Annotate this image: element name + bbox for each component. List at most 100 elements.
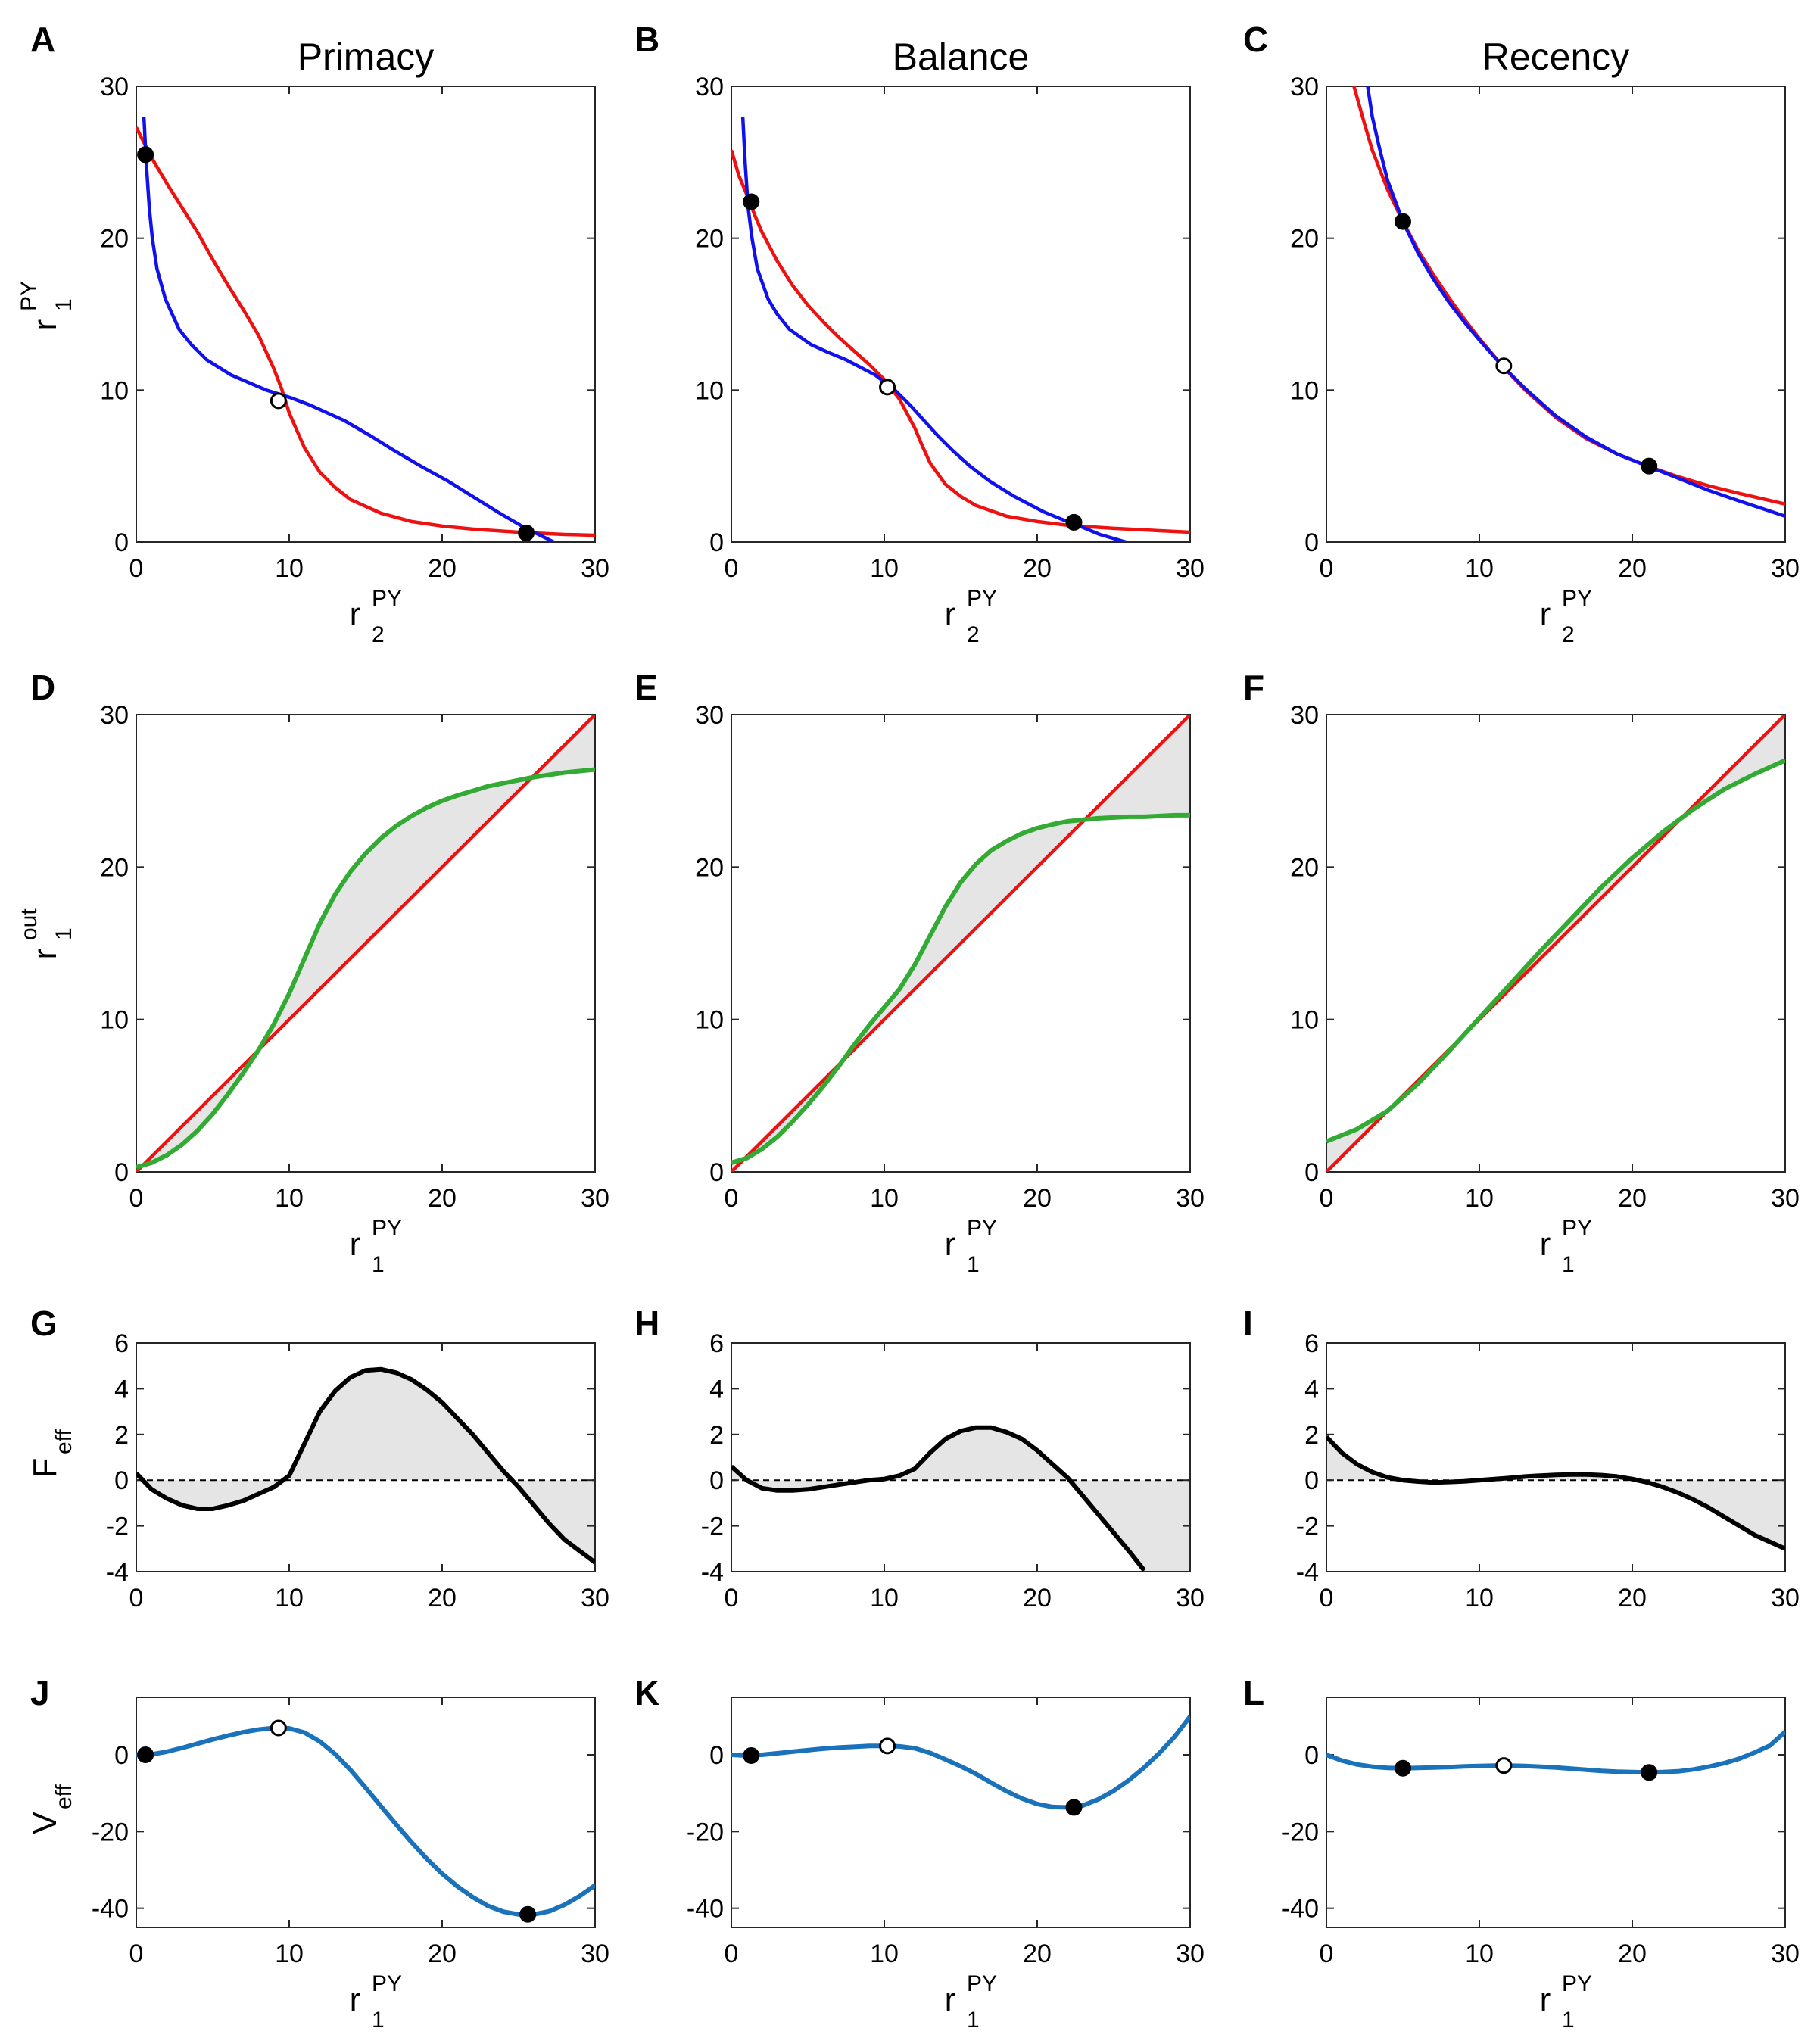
x-tick-label: 30 xyxy=(1176,554,1205,583)
series-blue-line xyxy=(1366,86,1785,519)
x-tick-label: 0 xyxy=(1320,554,1334,583)
series-black-line xyxy=(731,1425,1146,1572)
y-tick-label: 10 xyxy=(695,1006,724,1035)
x-axis-label: r xyxy=(350,596,361,633)
axes-box xyxy=(1326,714,1786,1173)
y-tick-label: 10 xyxy=(695,376,724,405)
y-axis-label-sub: eff xyxy=(51,1784,76,1809)
x-axis-label: r xyxy=(945,596,956,633)
axes-box xyxy=(731,1697,1191,1928)
x-axis-label-sub: 1 xyxy=(1562,1252,1575,1277)
y-tick-label: 4 xyxy=(114,1375,129,1404)
x-axis-label-sup: PY xyxy=(1562,1971,1592,1996)
x-tick-label: 20 xyxy=(428,1184,457,1213)
x-tick-label: 0 xyxy=(725,1584,739,1612)
x-axis-label-sup: PY xyxy=(372,1216,402,1241)
fixed-point-marker xyxy=(743,1747,760,1765)
y-tick-label: 0 xyxy=(709,1466,724,1495)
x-tick-label: 0 xyxy=(1320,1184,1334,1213)
fixed-point-marker xyxy=(137,146,154,164)
x-axis-label-sup: PY xyxy=(967,1971,997,1996)
x-tick-label: 30 xyxy=(581,554,609,583)
x-tick-label: 10 xyxy=(870,1584,899,1612)
x-tick-label: 0 xyxy=(1320,1584,1334,1612)
y-axis-label: r xyxy=(26,319,64,331)
x-axis-label: r xyxy=(1540,1981,1551,2018)
fixed-point-marker xyxy=(1641,1764,1658,1781)
y-tick-label: 0 xyxy=(114,528,129,557)
axes-box xyxy=(136,1697,596,1928)
fixed-point-marker xyxy=(137,1746,154,1763)
panel-letter: C xyxy=(1243,20,1268,59)
y-axis-label-sup: out xyxy=(17,908,42,940)
panel-h: H 0 10 20 30 -4 -2 0 2 4 6 xyxy=(634,1304,1205,1612)
y-tick-label: 0 xyxy=(1304,1466,1319,1495)
y-tick-label: 20 xyxy=(100,853,129,882)
panel-letter: B xyxy=(634,20,659,59)
fixed-point-marker xyxy=(519,1905,537,1923)
series-black-line xyxy=(1326,1435,1785,1551)
y-tick-label: -20 xyxy=(687,1818,724,1846)
panel-i: I 0 10 20 30 -4 -2 0 2 4 6 xyxy=(1243,1304,1800,1612)
x-tick-label: 30 xyxy=(1771,1940,1800,1968)
x-axis-label-sub: 2 xyxy=(372,622,385,647)
y-tick-label: 0 xyxy=(709,1158,724,1187)
x-tick-label: 0 xyxy=(725,554,739,583)
x-tick-label: 30 xyxy=(581,1940,609,1968)
x-tick-label: 30 xyxy=(1176,1940,1205,1968)
x-tick-label: 0 xyxy=(1320,1940,1334,1968)
panel-letter: H xyxy=(634,1304,659,1343)
series-red-line xyxy=(136,126,595,537)
y-tick-label: 0 xyxy=(114,1741,129,1770)
x-tick-label: 10 xyxy=(275,554,304,583)
series-green-line xyxy=(731,812,1190,1165)
y-axis-label-sub: 1 xyxy=(51,927,76,940)
y-tick-label: 4 xyxy=(1304,1375,1319,1404)
x-tick-label: 10 xyxy=(275,1940,304,1968)
series-green-line xyxy=(136,767,595,1170)
x-axis-label-sub: 1 xyxy=(372,1252,385,1277)
y-tick-label: 30 xyxy=(1290,701,1319,730)
x-tick-label: 10 xyxy=(870,554,899,583)
x-tick-label: 0 xyxy=(129,1584,144,1612)
y-tick-label: 30 xyxy=(695,73,724,101)
x-axis-label: r xyxy=(945,1226,956,1263)
x-tick-label: 20 xyxy=(1618,1940,1647,1968)
x-tick-label: 10 xyxy=(1465,1940,1494,1968)
x-tick-label: 0 xyxy=(129,554,144,583)
y-axis-label: r xyxy=(26,949,64,960)
x-tick-label: 20 xyxy=(1023,554,1052,583)
axes-box xyxy=(731,86,1191,543)
y-tick-label: 0 xyxy=(114,1158,129,1187)
x-axis-label-sup: PY xyxy=(372,586,402,611)
fixed-point-marker xyxy=(270,392,287,410)
x-axis-label-sup: PY xyxy=(967,586,997,611)
fixed-point-marker xyxy=(1395,1759,1411,1777)
axes-box xyxy=(136,714,596,1173)
series-red-line xyxy=(1352,86,1785,506)
fixed-point-marker xyxy=(1065,1799,1083,1816)
x-tick-label: 30 xyxy=(1771,1184,1800,1213)
y-axis-label-group: r 1 PY xyxy=(17,281,76,330)
y-tick-label: 20 xyxy=(1290,225,1319,254)
fixed-point-marker xyxy=(1495,1757,1513,1774)
x-tick-label: 20 xyxy=(428,554,457,583)
panel-letter: I xyxy=(1243,1304,1253,1343)
column-title: Recency xyxy=(1482,36,1630,78)
column-title: Balance xyxy=(893,36,1030,78)
fixed-point-marker xyxy=(1065,513,1083,531)
x-tick-label: 10 xyxy=(275,1184,304,1213)
y-tick-label: -4 xyxy=(1296,1558,1319,1587)
panel-letter: E xyxy=(634,668,658,707)
fixed-point-marker xyxy=(518,524,535,541)
x-tick-label: 20 xyxy=(1618,1584,1647,1612)
x-tick-label: 20 xyxy=(428,1940,457,1968)
x-tick-label: 30 xyxy=(1771,1584,1800,1612)
shaded-area xyxy=(731,1427,1190,1572)
x-tick-label: 20 xyxy=(1023,1584,1052,1612)
y-tick-label: 20 xyxy=(100,225,129,254)
x-tick-label: 10 xyxy=(1465,1184,1494,1213)
